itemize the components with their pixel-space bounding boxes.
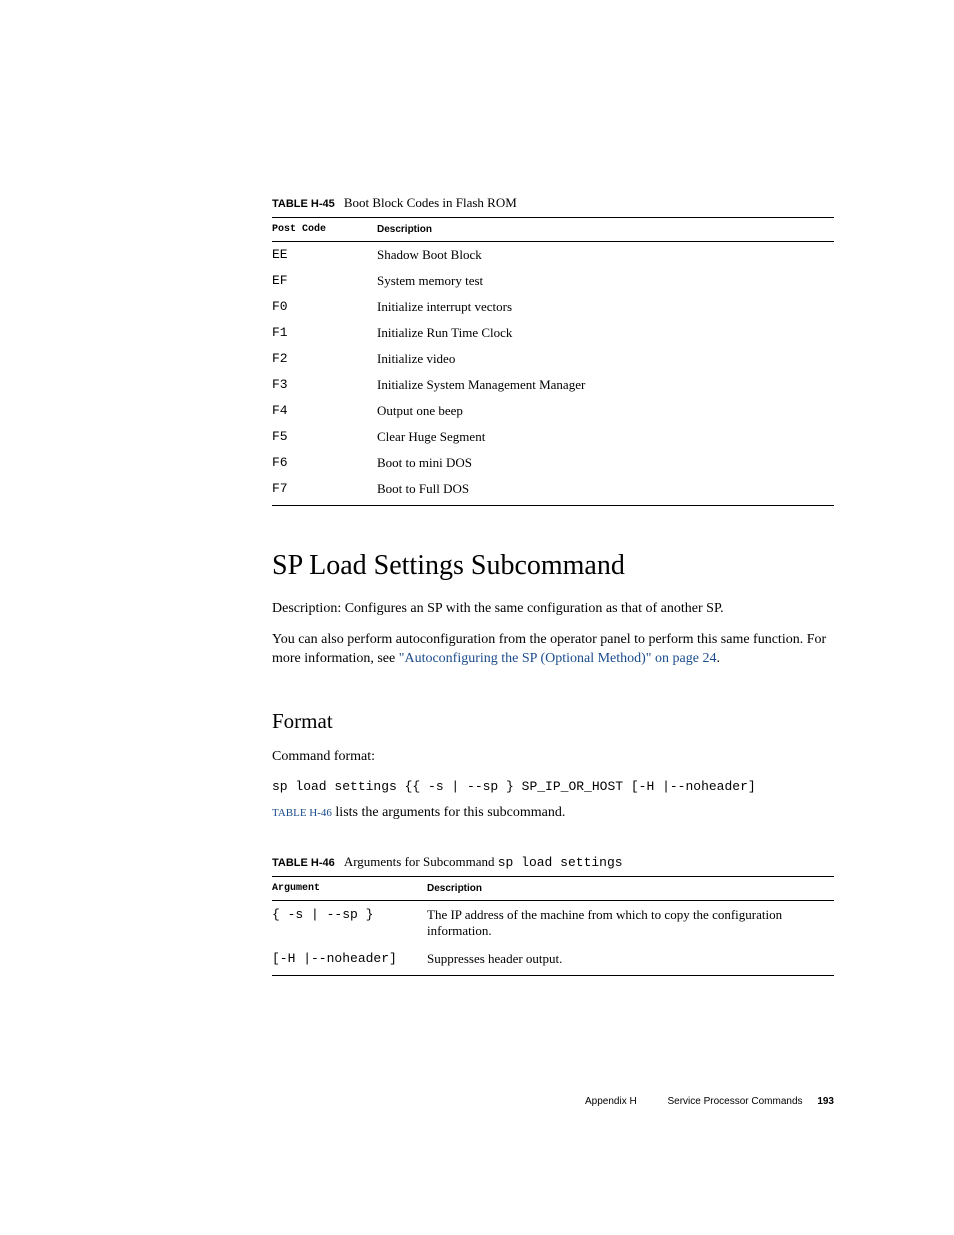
arg-desc: The IP address of the machine from which… — [427, 901, 834, 946]
table1-caption: TABLE H-45 Boot Block Codes in Flash ROM — [272, 195, 834, 211]
post-code: EE — [272, 242, 377, 269]
table-row: { -s | --sp }The IP address of the machi… — [272, 901, 834, 946]
format-intro: Command format: — [272, 748, 834, 767]
post-desc: Clear Huge Segment — [377, 424, 834, 450]
table1-h1: Post Code — [272, 218, 377, 242]
post-code: F7 — [272, 476, 377, 506]
table2-title-text: Arguments for Subcommand — [344, 854, 498, 869]
post-desc: Initialize System Management Manager — [377, 372, 834, 398]
table2-caption: TABLE H-46 Arguments for Subcommand sp l… — [272, 854, 834, 870]
table2-h2: Description — [427, 877, 834, 901]
post-desc: Initialize Run Time Clock — [377, 320, 834, 346]
boot-block-table: Post Code Description EEShadow Boot Bloc… — [272, 217, 834, 506]
post-desc: Shadow Boot Block — [377, 242, 834, 269]
table-row: F1Initialize Run Time Clock — [272, 320, 834, 346]
table-row: F4Output one beep — [272, 398, 834, 424]
table-row: F5Clear Huge Segment — [272, 424, 834, 450]
post-code: F4 — [272, 398, 377, 424]
post-code: EF — [272, 268, 377, 294]
format-heading: Format — [272, 709, 834, 734]
table-row: EFSystem memory test — [272, 268, 834, 294]
table-ref-tail: lists the arguments for this subcommand. — [332, 805, 565, 820]
footer-page-number: 193 — [817, 1096, 834, 1107]
post-desc: Output one beep — [377, 398, 834, 424]
arg-desc: Suppresses header output. — [427, 945, 834, 976]
command-format: sp load settings {{ -s | --sp } SP_IP_OR… — [272, 779, 834, 794]
table2-label: TABLE H-46 — [272, 857, 335, 869]
page-footer: Appendix H Service Processor Commands 19… — [272, 1096, 834, 1107]
footer-title: Service Processor Commands — [667, 1096, 802, 1107]
section-heading: SP Load Settings Subcommand — [272, 550, 834, 582]
post-desc: Boot to Full DOS — [377, 476, 834, 506]
table-row: F6Boot to mini DOS — [272, 450, 834, 476]
arg-name: [-H |--noheader] — [272, 945, 427, 976]
post-desc: Initialize video — [377, 346, 834, 372]
table-row: EEShadow Boot Block — [272, 242, 834, 269]
table1-label: TABLE H-45 — [272, 198, 335, 210]
para-text-b: . — [716, 651, 720, 666]
spacer — [272, 834, 834, 854]
table-row: [-H |--noheader]Suppresses header output… — [272, 945, 834, 976]
table2-title-code: sp load settings — [498, 855, 623, 870]
table1-h2: Description — [377, 218, 834, 242]
autoconfig-link[interactable]: "Autoconfiguring the SP (Optional Method… — [399, 651, 717, 666]
post-code: F3 — [272, 372, 377, 398]
table2-title: Arguments for Subcommand sp load setting… — [344, 854, 623, 869]
table-row: F2Initialize video — [272, 346, 834, 372]
post-code: F0 — [272, 294, 377, 320]
post-desc: System memory test — [377, 268, 834, 294]
arg-name: { -s | --sp } — [272, 901, 427, 946]
post-code: F2 — [272, 346, 377, 372]
post-desc: Initialize interrupt vectors — [377, 294, 834, 320]
table1-title: Boot Block Codes in Flash ROM — [344, 195, 517, 210]
table-row: F7Boot to Full DOS — [272, 476, 834, 506]
table-ref-link[interactable]: TABLE H-46 — [272, 807, 332, 819]
post-code: F1 — [272, 320, 377, 346]
post-code: F5 — [272, 424, 377, 450]
table-row: F0Initialize interrupt vectors — [272, 294, 834, 320]
arguments-table: Argument Description { -s | --sp }The IP… — [272, 876, 834, 976]
post-code: F6 — [272, 450, 377, 476]
section-description: Description: Configures an SP with the s… — [272, 600, 834, 619]
table-row: F3Initialize System Management Manager — [272, 372, 834, 398]
table-ref-paragraph: TABLE H-46 lists the arguments for this … — [272, 804, 834, 823]
post-desc: Boot to mini DOS — [377, 450, 834, 476]
page-content: TABLE H-45 Boot Block Codes in Flash ROM… — [0, 0, 954, 1167]
table2-h1: Argument — [272, 877, 427, 901]
section-paragraph: You can also perform autoconfiguration f… — [272, 631, 834, 669]
footer-appendix: Appendix H — [585, 1096, 637, 1107]
